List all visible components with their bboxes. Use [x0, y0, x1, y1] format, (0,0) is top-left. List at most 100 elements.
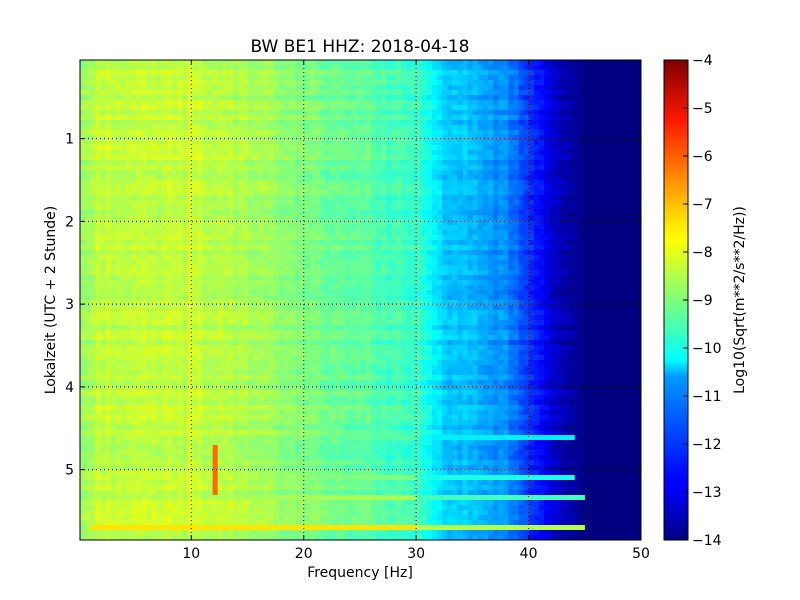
heatmap-cell — [584, 240, 591, 246]
heatmap-cell — [482, 85, 489, 91]
heatmap-cell — [329, 195, 336, 201]
heatmap-cell — [105, 190, 112, 196]
heatmap-cell — [182, 160, 188, 166]
heatmap-cell — [411, 105, 418, 111]
heatmap-cell — [197, 105, 203, 111]
heatmap-cell — [518, 80, 525, 86]
heatmap-cell — [80, 235, 86, 241]
heatmap-cell — [482, 75, 489, 81]
heatmap-cell — [278, 245, 285, 251]
heatmap-cell — [595, 235, 601, 241]
heatmap-cell — [151, 260, 158, 266]
heatmap-cell — [212, 105, 219, 111]
heatmap-cell — [549, 155, 555, 161]
heatmap-cell — [600, 60, 606, 66]
heatmap-cell — [564, 125, 571, 131]
heatmap-cell — [207, 230, 214, 236]
heatmap-cell — [207, 165, 214, 171]
heatmap-cell — [355, 170, 362, 176]
heatmap-cell — [635, 65, 641, 71]
heatmap-cell — [243, 115, 249, 121]
heatmap-cell — [340, 105, 346, 111]
heatmap-cell — [207, 60, 214, 66]
heatmap-cell — [554, 155, 560, 161]
heatmap-cell — [278, 110, 285, 116]
heatmap-cell — [477, 110, 484, 116]
heatmap-cell — [268, 140, 275, 146]
heatmap-cell — [462, 115, 469, 121]
heatmap-cell — [564, 240, 571, 246]
heatmap-cell — [100, 275, 107, 281]
heatmap-cell — [533, 145, 540, 151]
heatmap-cell — [477, 210, 484, 216]
heatmap-cell — [319, 240, 326, 246]
heatmap-cell — [544, 220, 550, 226]
heatmap-cell — [437, 230, 443, 236]
heatmap-cell — [431, 200, 438, 206]
heatmap-cell — [518, 265, 525, 271]
heatmap-cell — [396, 160, 402, 166]
heatmap-cell — [243, 245, 249, 251]
heatmap-cell — [411, 250, 418, 256]
heatmap-cell — [85, 285, 91, 291]
heatmap-cell — [411, 90, 418, 96]
heatmap-cell — [462, 140, 469, 146]
heatmap-cell — [574, 225, 581, 231]
heatmap-cell — [324, 115, 331, 121]
heatmap-cell — [426, 205, 433, 211]
heatmap-cell — [610, 130, 617, 136]
heatmap-cell — [314, 100, 321, 106]
heatmap-cell — [437, 135, 443, 141]
heatmap-cell — [386, 155, 392, 161]
heatmap-cell — [131, 115, 137, 121]
heatmap-cell — [335, 270, 341, 276]
heatmap-cell — [284, 220, 290, 226]
heatmap-cell — [523, 230, 530, 236]
heatmap-cell — [95, 240, 101, 246]
heatmap-cell — [227, 200, 234, 206]
heatmap-cell — [289, 235, 295, 241]
heatmap-cell — [187, 250, 193, 256]
heatmap-cell — [176, 85, 183, 91]
heatmap-cell — [324, 110, 331, 116]
heatmap-cell — [161, 145, 168, 151]
heatmap-cell — [559, 120, 566, 126]
heatmap-cell — [488, 180, 494, 186]
heatmap-cell — [268, 80, 275, 86]
heatmap-cell — [574, 75, 581, 81]
heatmap-cell — [136, 180, 142, 186]
heatmap-cell — [625, 205, 632, 211]
heatmap-cell — [222, 230, 229, 236]
heatmap-cell — [539, 135, 545, 141]
heatmap-cell — [273, 150, 280, 156]
heatmap-cell — [248, 230, 254, 236]
heatmap-cell — [120, 265, 127, 271]
heatmap-cell — [615, 160, 622, 166]
heatmap-cell — [258, 265, 265, 271]
heatmap-cell — [304, 215, 311, 221]
heatmap-cell — [319, 280, 326, 286]
heatmap-cell — [503, 90, 509, 96]
heatmap-cell — [488, 65, 494, 71]
heatmap-cell — [447, 245, 453, 251]
heatmap-cell — [508, 210, 515, 216]
heatmap-cell — [579, 100, 586, 106]
heatmap-cell — [217, 70, 224, 76]
heatmap-cell — [365, 250, 372, 256]
heatmap-cell — [605, 205, 611, 211]
heatmap-cell — [518, 210, 525, 216]
heatmap-cell — [365, 215, 372, 221]
heatmap-cell — [437, 270, 443, 276]
heatmap-cell — [284, 170, 290, 176]
heatmap-cell — [212, 210, 219, 216]
heatmap-cell — [243, 230, 249, 236]
heatmap-cell — [620, 235, 627, 241]
heatmap-cell — [467, 205, 474, 211]
heatmap-cell — [554, 130, 560, 136]
heatmap-cell — [294, 115, 300, 121]
heatmap-cell — [493, 150, 499, 156]
heatmap-cell — [248, 200, 254, 206]
heatmap-cell — [329, 245, 336, 251]
heatmap-cell — [396, 215, 402, 221]
heatmap-cell — [248, 215, 254, 221]
